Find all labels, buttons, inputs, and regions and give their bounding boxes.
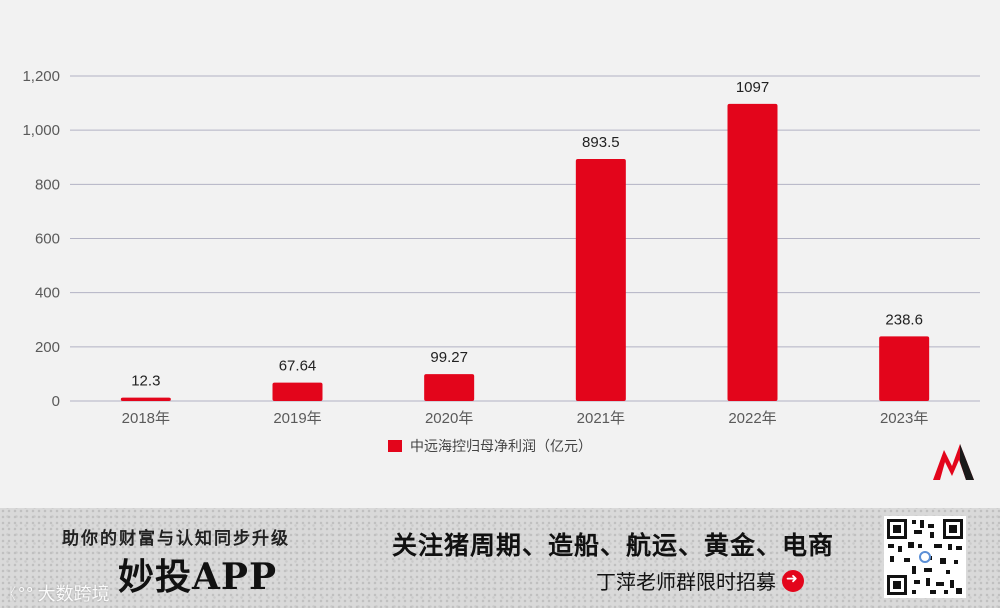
banner-app-name: 妙投APP [118,556,278,598]
bar [575,159,626,401]
bar [272,382,323,401]
x-tick-label: 2022年 [728,410,776,427]
banner-headline: 关注猪周期、造船、航运、黄金、电商 [392,531,835,560]
qr-code-icon[interactable] [884,516,966,598]
data-label: 1097 [736,79,769,96]
x-tick-label: 2018年 [122,410,170,427]
banner-cta[interactable]: 丁萍老师群限时招募 [596,566,804,595]
legend-swatch [388,440,402,452]
bar [879,336,930,401]
chart-area: 0 200 400 600 800 1,000 1,200 12.3 2018年 67.64 201… [22,68,980,480]
x-tick-label: 2021年 [577,410,625,427]
bar [727,103,778,401]
data-label: 99.27 [430,349,468,366]
y-tick-label: 1,000 [22,122,60,139]
y-tick-label: 200 [35,339,60,356]
banner-cta-label: 丁萍老师群限时招募 [596,570,776,594]
bar-chart: 0 200 400 600 800 1,000 1,200 12.3 2018年 67.64 201… [22,68,980,427]
bar [424,374,475,401]
brand-logo-icon [933,444,974,480]
y-tick-label: 800 [35,176,60,193]
watermark: ᛕ°° 大数跨境 [8,580,110,606]
data-label: 893.5 [582,134,620,151]
promo-banner: 助你的财富与认知同步升级 妙投APP 关注猪周期、造船、航运、黄金、电商 丁萍老… [0,508,1000,608]
y-tick-label: 0 [52,393,60,410]
arrow-right-icon [782,569,804,592]
x-tick-label: 2023年 [880,410,928,427]
legend: 中远海控归母净利润（亿元） [388,436,592,456]
banner-slogan: 助你的财富与认知同步升级 [62,529,290,549]
y-tick-label: 1,200 [22,68,60,85]
bar [120,397,171,401]
data-label: 238.6 [885,311,923,328]
x-tick-label: 2019年 [273,410,321,427]
watermark-text: 大数跨境 [37,584,110,605]
data-label: 12.3 [131,373,160,390]
y-tick-label: 400 [35,285,60,302]
y-tick-label: 600 [35,231,60,248]
watermark-logo-icon: ᛕ°° [8,583,34,603]
x-tick-label: 2020年 [425,410,473,427]
legend-label: 中远海控归母净利润（亿元） [410,439,592,455]
data-label: 67.64 [279,358,317,375]
